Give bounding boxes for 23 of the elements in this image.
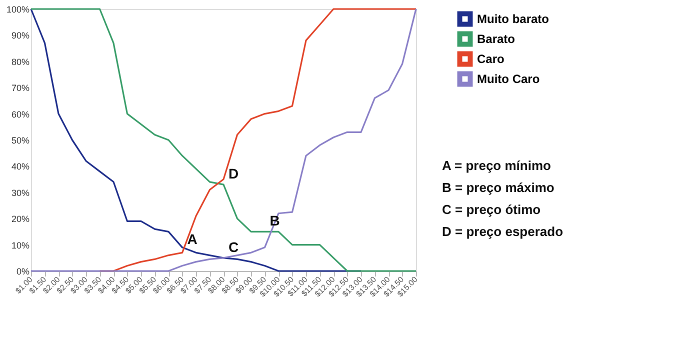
text: D = preço esperado	[442, 224, 564, 240]
y-tick-label: 0%	[16, 266, 30, 276]
annotation: A	[187, 231, 198, 248]
annotation: B	[270, 212, 280, 229]
legend-label: Barato	[477, 32, 516, 46]
y-tick-label: 70%	[11, 83, 30, 94]
y-tick-label: 20%	[11, 214, 30, 224]
text: C = preço ótimo	[442, 202, 541, 218]
y-tick-label: 10%	[11, 240, 30, 250]
legend-label: Caro	[477, 52, 504, 66]
legend-label: Muito barato	[477, 12, 549, 26]
y-tick-label: 90%	[11, 30, 30, 41]
y-tick-label: 60%	[11, 109, 30, 120]
annotation: D	[228, 166, 239, 182]
y-tick-label: 80%	[11, 56, 30, 67]
text: A = preço mínimo	[442, 158, 552, 174]
y-tick-label: 30%	[11, 188, 30, 198]
annotation: C	[228, 238, 239, 255]
y-tick-label: 50%	[11, 136, 30, 146]
y-tick-label: 40%	[11, 162, 30, 172]
text: B = preço máximo	[442, 180, 554, 196]
legend-label: Muito Caro	[477, 72, 540, 86]
y-tick-label: 100%	[6, 4, 30, 14]
